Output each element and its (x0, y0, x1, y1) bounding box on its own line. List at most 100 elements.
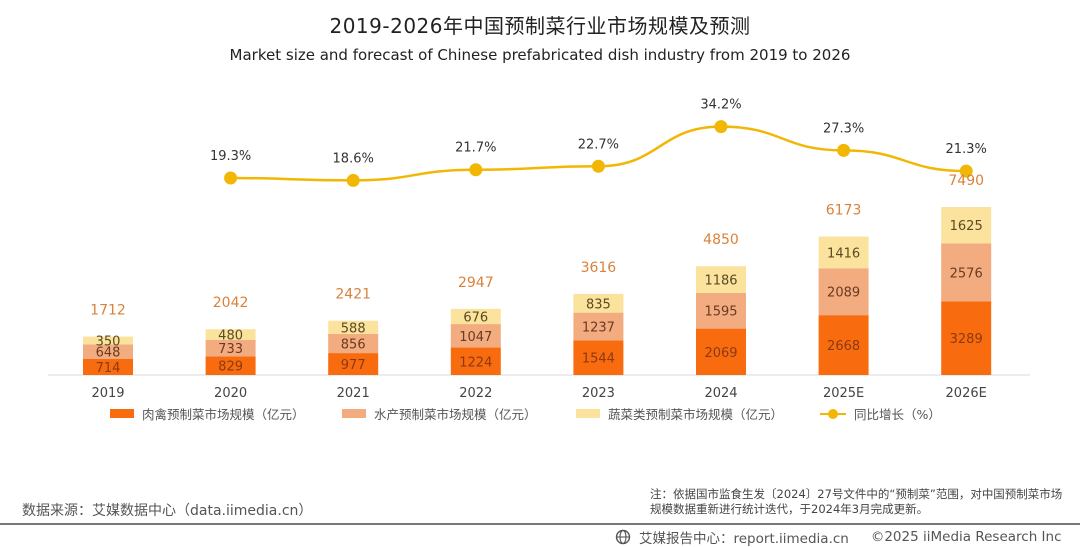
bar-value-label: 829 (218, 360, 243, 375)
bar-value-label: 1186 (704, 274, 737, 289)
growth-label: 19.3% (210, 149, 251, 164)
total-label: 2421 (335, 287, 371, 303)
bar-segment (450, 324, 501, 348)
growth-label: 21.7% (455, 141, 496, 156)
bar-segment (450, 308, 501, 325)
bar-value-label: 1047 (459, 330, 492, 345)
legend-label: 水产预制菜市场规模（亿元） (374, 407, 537, 422)
x-tick-label: 2025E (823, 386, 864, 400)
bar-value-label: 648 (96, 346, 121, 361)
bar-segment (941, 243, 992, 302)
legend-label: 同比增长（%） (854, 407, 941, 422)
total-label: 7490 (948, 173, 984, 189)
growth-point (346, 173, 360, 187)
bar-value-label: 350 (96, 335, 121, 350)
copyright: ©2025 iiMedia Research Inc (870, 529, 1062, 545)
bar-segment (818, 268, 869, 316)
bar-segment (941, 207, 992, 244)
bar-value-label: 2069 (704, 346, 737, 361)
growth-point (469, 163, 483, 177)
data-source: 数据来源：艾媒数据中心（data.iimedia.cn） (22, 503, 313, 519)
footer-divider (0, 523, 1080, 525)
bar-segment (205, 329, 256, 340)
bar-segment (83, 358, 133, 375)
legend: 肉禽预制菜市场规模（亿元） 水产预制菜市场规模（亿元） 蔬菜类预制菜市场规模（亿… (0, 404, 1080, 424)
total-label: 4850 (703, 232, 739, 248)
legend-swatch-vegetable (576, 409, 600, 418)
total-label: 2947 (458, 275, 494, 291)
total-label: 2042 (213, 295, 249, 311)
bar-segment (696, 266, 746, 293)
bar-value-label: 1625 (950, 219, 983, 234)
bar-segment (818, 315, 869, 375)
bar-segment (696, 292, 746, 329)
footnote: 注：依据国市监食生发〔2024〕27号文件中的“预制菜”范围，对中国预制菜市场规… (650, 487, 1063, 516)
total-label: 3616 (581, 260, 617, 276)
bar-value-label: 2668 (827, 339, 860, 354)
bar-value-label: 1544 (582, 352, 615, 367)
report-center-link[interactable]: 艾媒报告中心：report.iimedia.cn (639, 531, 849, 547)
growth-point (714, 120, 728, 134)
legend-item-aquatic: 水产预制菜市场规模（亿元） (342, 404, 537, 423)
bar-segment (328, 333, 379, 354)
growth-point (591, 159, 605, 173)
x-tick-label: 2024 (704, 386, 737, 400)
bar-segment (83, 336, 133, 345)
footer: 艾媒报告中心：report.iimedia.cn ©2025 iiMedia R… (615, 527, 1062, 547)
bar-value-label: 480 (218, 329, 243, 344)
x-tick-label: 2019 (91, 386, 124, 400)
legend-item-vegetable: 蔬菜类预制菜市场规模（亿元） (576, 404, 783, 423)
legend-swatch-meat (110, 409, 134, 418)
legend-item-growth: 同比增长（%） (820, 404, 941, 423)
growth-label: 34.2% (700, 98, 741, 113)
bar-value-label: 1224 (459, 355, 492, 370)
bar-segment (696, 328, 746, 375)
bar-segment (818, 236, 869, 269)
bar-value-label: 1237 (582, 320, 615, 335)
growth-point (959, 164, 973, 178)
bar-segment (941, 301, 992, 375)
bar-value-label: 835 (586, 297, 611, 312)
growth-label: 27.3% (823, 121, 864, 136)
x-tick-label: 2021 (337, 386, 370, 400)
bar-value-label: 588 (341, 321, 366, 336)
x-tick-label: 2023 (582, 386, 615, 400)
bar-value-label: 1595 (704, 305, 737, 320)
bar-value-label: 3289 (950, 332, 983, 347)
bar-value-label: 1416 (827, 246, 860, 261)
bar-segment (328, 320, 379, 334)
chart-subtitle: Market size and forecast of Chinese pref… (229, 46, 851, 64)
globe-icon (615, 529, 631, 545)
legend-line-marker-icon (820, 408, 846, 420)
bar-value-label: 676 (463, 310, 488, 325)
bar-value-label: 714 (96, 361, 121, 376)
bar-segment (573, 340, 624, 375)
growth-label: 18.6% (333, 151, 374, 166)
bar-value-label: 977 (341, 358, 366, 373)
bar-segment (573, 293, 624, 313)
bar-value-label: 2089 (827, 286, 860, 301)
growth-point (837, 143, 851, 157)
x-tick-label: 2026E (946, 386, 987, 400)
x-tick-label: 2022 (459, 386, 492, 400)
chart-title: 2019-2026年中国预制菜行业市场规模及预测 (329, 14, 751, 38)
growth-point (224, 171, 238, 185)
legend-swatch-aquatic (342, 409, 366, 418)
total-label: 1712 (90, 303, 126, 319)
legend-label: 肉禽预制菜市场规模（亿元） (142, 407, 305, 422)
bar-value-label: 2576 (950, 266, 983, 281)
bar-value-label: 856 (341, 337, 366, 352)
bar-segment (328, 353, 379, 375)
total-label: 6173 (826, 203, 862, 219)
legend-label: 蔬菜类预制菜市场规模（亿元） (608, 407, 784, 422)
bar-segment (573, 312, 624, 341)
growth-label: 22.7% (578, 137, 619, 152)
bar-segment (83, 344, 133, 359)
legend-item-meat: 肉禽预制菜市场规模（亿元） (110, 404, 305, 423)
bar-segment (205, 339, 256, 357)
x-tick-label: 2020 (214, 386, 247, 400)
bar-segment (450, 347, 501, 375)
bar-value-label: 733 (218, 342, 243, 357)
growth-label: 21.3% (946, 142, 987, 157)
